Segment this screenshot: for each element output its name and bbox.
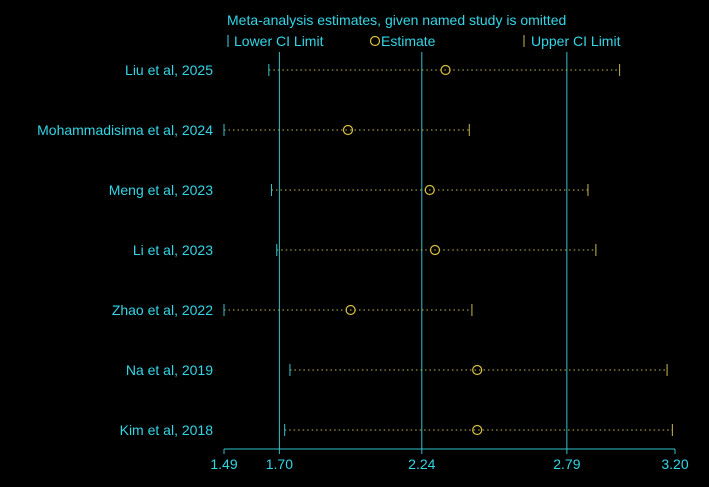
study-row-3: Li et al, 2023 (133, 242, 597, 258)
x-tick-label-4: 3.20 (661, 456, 688, 472)
legend-estimate-marker-icon (369, 35, 381, 47)
x-tick-label-3: 2.79 (553, 456, 580, 472)
study-row-2: Meng et al, 2023 (109, 182, 589, 198)
estimate-point-5 (472, 364, 483, 376)
estimate-point-1 (342, 124, 354, 136)
axis-layer: 1.49 1.70 2.24 2.79 3.20 (210, 52, 689, 472)
legend-upper-label: Upper CI Limit (531, 33, 621, 49)
x-tick-label-1: 1.70 (266, 456, 293, 472)
study-row-6: Kim et al, 2018 (120, 422, 673, 438)
study-rows: Liu et al, 2025 Mohammadisima et al, 2024… (37, 62, 673, 438)
legend: Meta-analysis estimates, given named stu… (227, 12, 621, 49)
legend-lower-label: Lower CI Limit (234, 33, 324, 49)
study-label-4: Zhao et al, 2022 (112, 302, 213, 318)
study-label-2: Meng et al, 2023 (109, 182, 214, 198)
legend-estimate-label: Estimate (381, 33, 436, 49)
study-row-0: Liu et al, 2025 (125, 62, 621, 78)
study-row-4: Zhao et al, 2022 (112, 302, 473, 318)
estimate-point-2 (424, 184, 435, 196)
estimate-point-3 (429, 244, 441, 256)
study-label-0: Liu et al, 2025 (125, 62, 213, 78)
x-tick-label-0: 1.49 (210, 456, 237, 472)
study-row-1: Mohammadisima et al, 2024 (37, 122, 470, 138)
estimate-point-6 (472, 424, 483, 436)
estimate-point-0 (440, 64, 451, 76)
study-label-3: Li et al, 2023 (133, 242, 213, 258)
study-row-5: Na et al, 2019 (126, 362, 668, 378)
study-label-1: Mohammadisima et al, 2024 (37, 122, 213, 138)
study-label-6: Kim et al, 2018 (120, 422, 214, 438)
legend-title: Meta-analysis estimates, given named stu… (227, 12, 566, 28)
x-tick-label-2: 2.24 (408, 456, 435, 472)
study-label-5: Na et al, 2019 (126, 362, 213, 378)
estimate-point-4 (345, 304, 356, 316)
